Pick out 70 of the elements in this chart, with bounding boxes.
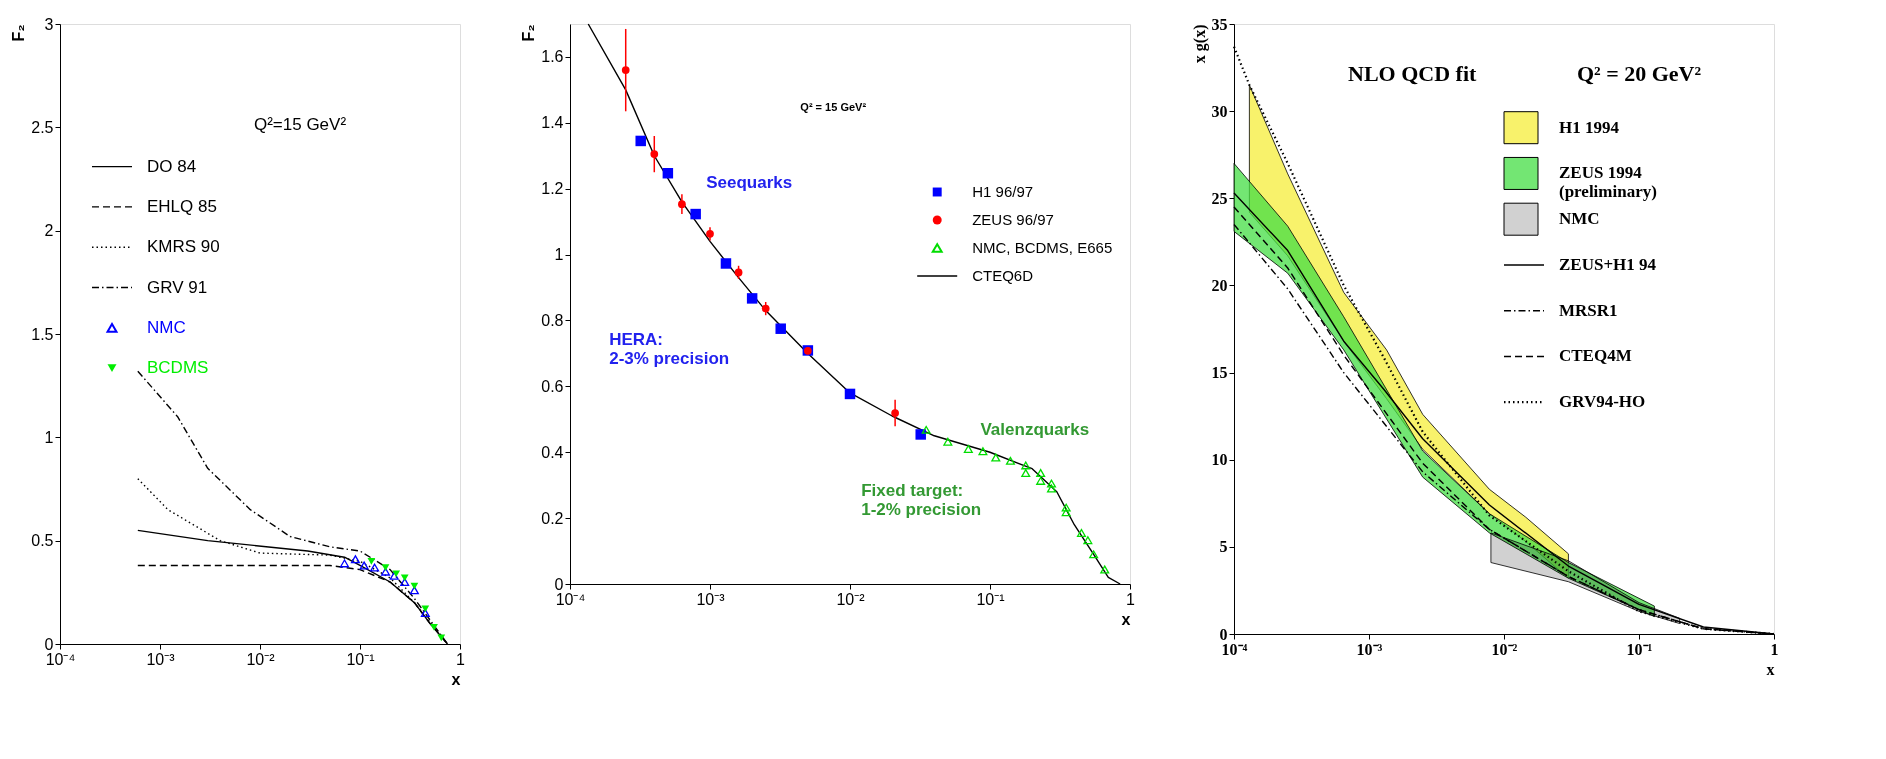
legend-label: H1 96/97: [972, 183, 1034, 200]
annotation: Seequarks: [706, 173, 793, 193]
annotation: Fixed target: 1-2% precision: [861, 481, 982, 520]
legend-label: CTEQ4M: [1559, 346, 1632, 366]
legend-label: NMC: [147, 317, 186, 337]
x-tick-label: 10⁻³: [696, 590, 726, 608]
x-axis-title: x: [451, 670, 461, 688]
legend-label: CTEQ6D: [972, 267, 1034, 284]
y-tick-label: 1: [44, 428, 54, 446]
x-axis-title: x: [1766, 660, 1775, 678]
annotation: NLO QCD fit: [1348, 60, 1478, 86]
legend-label: DO 84: [147, 156, 197, 176]
y-axis-title: x g(x): [1190, 24, 1209, 64]
y-tick-label: 10: [1211, 451, 1228, 469]
x-tick-label: 10⁻³: [1356, 640, 1383, 658]
legend-label: KMRS 90: [147, 237, 220, 257]
y-tick-label: 0: [1219, 625, 1228, 643]
legend-label: ZEUS+H1 94: [1559, 254, 1657, 274]
y-tick-label: 0.2: [541, 509, 564, 527]
x-tick-label: 10⁻³: [146, 650, 176, 668]
annotation: Q² = 20 GeV²: [1576, 60, 1702, 86]
y-axis-title: F₂: [520, 24, 538, 42]
x-tick-label: 10⁻²: [836, 590, 866, 608]
y-tick-label: 2.5: [31, 118, 54, 136]
y-tick-label: 20: [1211, 276, 1228, 294]
legend-label: GRV94-HO: [1559, 392, 1646, 412]
y-tick-label: 1.5: [31, 325, 54, 343]
y-tick-label: 15: [1211, 364, 1228, 382]
x-tick-label: 10⁻²: [1491, 640, 1518, 658]
y-tick-label: 1.6: [541, 48, 564, 66]
annotation: Q²=15 GeV²: [253, 115, 347, 134]
y-axis-title: F₂: [10, 24, 28, 42]
legend-label: MRSR1: [1559, 300, 1618, 320]
y-tick-label: 0: [44, 635, 54, 653]
legend-label: EHLQ 85: [147, 196, 217, 216]
y-tick-label: 0.6: [541, 377, 564, 395]
y-tick-label: 1.2: [541, 180, 564, 198]
x-tick-label: 1: [1770, 640, 1779, 658]
y-tick-label: 3: [44, 15, 54, 33]
x-axis-title: x: [1121, 610, 1131, 628]
legend-label: NMC, BCDMS, E665: [972, 239, 1113, 256]
annotation: HERA: 2-3% precision: [609, 330, 730, 368]
x-tick-label: 1: [1126, 590, 1136, 608]
x-tick-label: 1: [456, 650, 466, 668]
annotation: Q² = 15 GeV²: [800, 101, 867, 114]
y-tick-label: 2: [44, 222, 54, 240]
y-tick-label: 30: [1211, 102, 1228, 120]
x-tick-label: 10⁻⁴: [555, 590, 586, 608]
y-tick-label: 0: [554, 575, 564, 593]
legend-label: GRV 91: [147, 277, 208, 297]
x-tick-label: 10⁻⁴: [45, 650, 76, 668]
y-tick-label: 5: [1219, 538, 1228, 556]
x-tick-label: 10⁻¹: [346, 650, 375, 668]
annotation: Valenzquarks: [980, 419, 1090, 439]
y-tick-label: 0.4: [541, 443, 564, 461]
x-tick-label: 10⁻⁴: [1221, 640, 1248, 658]
legend-label: ZEUS 96/97: [972, 211, 1054, 228]
legend-label: BCDMS: [147, 358, 209, 378]
y-tick-label: 0.8: [541, 311, 564, 329]
x-tick-label: 10⁻¹: [1626, 640, 1653, 658]
x-tick-label: 10⁻²: [246, 650, 276, 668]
y-tick-label: 0.5: [31, 532, 54, 550]
legend-label: ZEUS 1994 (preliminary): [1559, 163, 1657, 202]
legend-label: H1 1994: [1559, 117, 1620, 137]
y-tick-label: 1.4: [541, 114, 564, 132]
legend-label: NMC: [1559, 209, 1600, 229]
y-tick-label: 25: [1211, 189, 1228, 207]
y-tick-label: 1: [554, 246, 564, 264]
y-tick-label: 35: [1211, 15, 1228, 33]
x-tick-label: 10⁻¹: [976, 590, 1005, 608]
